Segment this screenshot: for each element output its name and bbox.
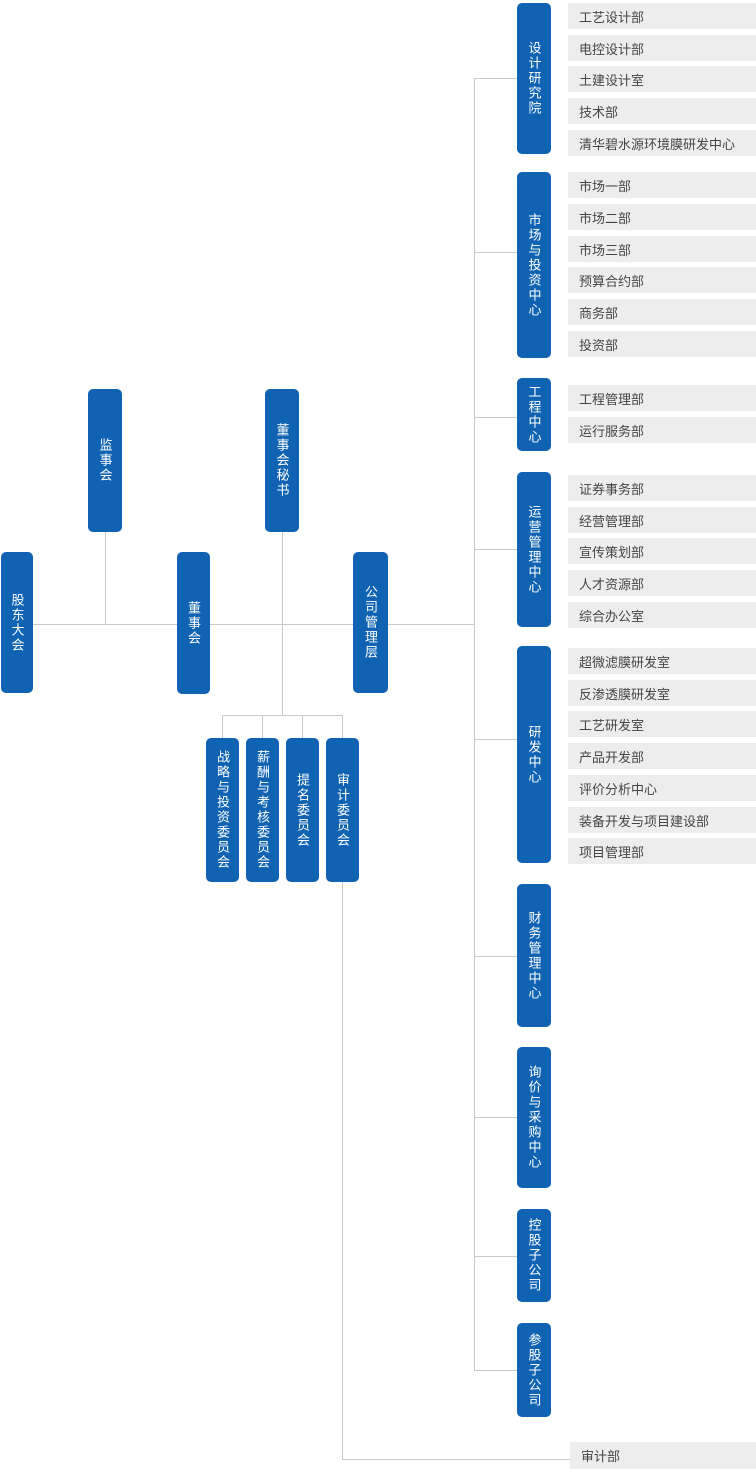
committee-nomination-box: 提名委员会 (286, 738, 319, 882)
department-bar: 项目管理部 (568, 838, 756, 864)
department-bar: 清华碧水源环境膜研发中心 (568, 130, 756, 156)
company-management-box: 公司管理层 (353, 552, 388, 693)
connector-stub-committee (302, 715, 303, 738)
center-box-equity-subsidiaries: 参股子公司 (517, 1323, 551, 1417)
department-bar: 市场一部 (568, 172, 756, 198)
department-bar: 评价分析中心 (568, 775, 756, 801)
department-bar: 技术部 (568, 98, 756, 124)
center-box-rnd-center: 研发中心 (517, 646, 551, 863)
connector-stub-committee (222, 715, 223, 738)
department-bar: 工艺设计部 (568, 3, 756, 29)
shareholders-meeting-box: 股东大会 (1, 552, 33, 693)
center-box-finance-management-center: 财务管理中心 (517, 884, 551, 1027)
connector-stub-center (474, 549, 517, 550)
department-bar: 反渗透膜研发室 (568, 680, 756, 706)
department-bar: 证券事务部 (568, 475, 756, 501)
department-bar: 电控设计部 (568, 35, 756, 61)
center-box-design-institute: 设计研究院 (517, 3, 551, 154)
committee-compensation-assessment-box: 薪酬与考核委员会 (246, 738, 279, 882)
connector-stub-center (474, 1370, 517, 1371)
department-bar: 人才资源部 (568, 570, 756, 596)
board-of-directors-box: 董事会 (177, 552, 210, 694)
board-secretary-box: 董事会秘书 (265, 389, 299, 532)
connector-stub-center (474, 417, 517, 418)
department-bar: 工艺研发室 (568, 711, 756, 737)
department-bar: 经营管理部 (568, 507, 756, 533)
department-bar: 市场二部 (568, 204, 756, 230)
committee-strategy-investment-box: 战略与投资委员会 (206, 738, 239, 882)
connector-stub-center (474, 1117, 517, 1118)
connector-line-audit-horizontal (342, 1459, 570, 1460)
department-bar: 商务部 (568, 299, 756, 325)
center-box-holding-subsidiaries: 控股子公司 (517, 1209, 551, 1302)
supervisory-board-box: 监事会 (88, 389, 122, 532)
connector-stub-committee (342, 715, 343, 738)
department-bar: 综合办公室 (568, 602, 756, 628)
connector-stub-center (474, 1256, 517, 1257)
department-bar: 土建设计室 (568, 66, 756, 92)
department-bar: 预算合约部 (568, 267, 756, 293)
department-bar: 工程管理部 (568, 385, 756, 411)
connector-line-secretary-committees (282, 532, 283, 715)
connector-line-trunk (474, 78, 475, 1370)
center-box-marketing-investment-center: 市场与投资中心 (517, 172, 551, 358)
connector-stub-center (474, 956, 517, 957)
connector-stub-center (474, 739, 517, 740)
department-bar: 超微滤膜研发室 (568, 648, 756, 674)
department-bar: 市场三部 (568, 236, 756, 262)
department-bar: 宣传策划部 (568, 538, 756, 564)
department-bar: 产品开发部 (568, 743, 756, 769)
center-box-inquiry-procurement-center: 询价与采购中心 (517, 1047, 551, 1188)
connector-line-committees-horizontal (222, 715, 343, 716)
department-bar: 装备开发与项目建设部 (568, 807, 756, 833)
connector-stub-center (474, 78, 517, 79)
center-box-operations-management-center: 运营管理中心 (517, 472, 551, 627)
connector-line-audit-vertical (342, 882, 343, 1459)
connector-stub-center (474, 252, 517, 253)
audit-department-bar: 审计部 (570, 1442, 756, 1469)
connector-line-supervisory (105, 532, 106, 624)
connector-stub-committee (262, 715, 263, 738)
department-bar: 运行服务部 (568, 417, 756, 443)
committee-audit-box: 审计委员会 (326, 738, 359, 882)
connector-line-main-horizontal (33, 624, 474, 625)
center-box-engineering-center: 工程中心 (517, 378, 551, 451)
department-bar: 投资部 (568, 331, 756, 357)
